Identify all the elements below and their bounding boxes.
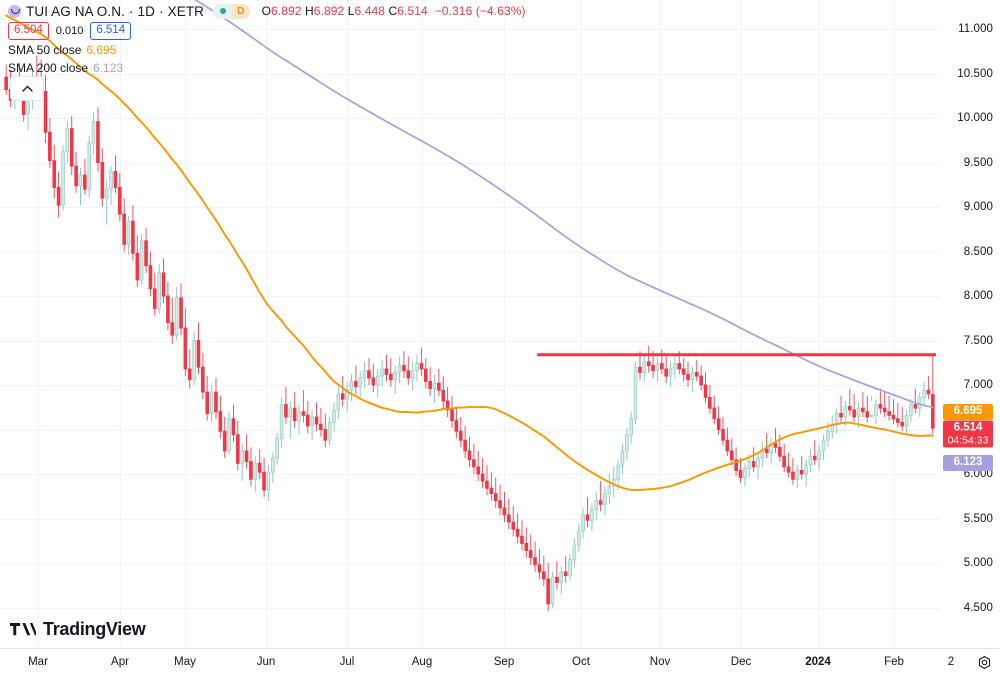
price-tick: 5.500	[963, 512, 993, 525]
market-status-dot-wrap	[213, 3, 233, 19]
ohlc-h-key: H	[305, 4, 314, 18]
price-tick: 11.000	[958, 23, 993, 35]
time-tick-2: 2	[947, 656, 955, 668]
gear-icon[interactable]	[977, 655, 992, 670]
time-tick-aug: Aug	[411, 656, 433, 668]
time-tick-feb: Feb	[884, 656, 904, 668]
price-tick: 10.500	[957, 67, 993, 80]
chart-gridlines	[0, 0, 941, 648]
time-tick-nov: Nov	[649, 656, 671, 668]
sma200-price-tag: 6.123	[943, 455, 993, 472]
sma200-legend[interactable]: SMA 200 close 6.123	[8, 60, 526, 76]
ohlc-o-key: O	[261, 4, 272, 18]
chart-pane[interactable]	[0, 0, 941, 648]
time-tick-dec: Dec	[730, 656, 752, 668]
time-tick-apr: Apr	[111, 656, 129, 668]
time-tick-2024: 2024	[805, 656, 831, 668]
last-price-tag[interactable]: 6.514 04:54:33	[943, 420, 993, 448]
sma50-value: 6.695	[86, 43, 117, 57]
legend-title-row: TUI AG NA O.N. · 1D · XETR D O6.892 H6.8…	[8, 3, 526, 19]
price-tick: 7.500	[963, 334, 993, 347]
sma200-label: SMA 200 close	[8, 61, 89, 75]
time-axis[interactable]: 2 Feb 2024 Dec Nov Oct Sep Aug Jul Jun May Apr Mar	[0, 648, 1000, 677]
ohlc-change-percent: (−4.63%)	[475, 4, 526, 18]
ohlc-c-value: 6.514	[397, 4, 428, 18]
ohlc-c-key: C	[388, 4, 398, 18]
ohlc-values: O6.892 H6.892 L6.448 C6.514 −0.316 (−4.6…	[262, 4, 526, 18]
market-open-dot-icon	[219, 8, 226, 14]
time-tick-sep: Sep	[493, 656, 515, 668]
ohlc-o-value: 6.892	[271, 4, 302, 18]
bid-price[interactable]: 6.504	[8, 21, 49, 40]
price-tick: 8.000	[963, 290, 993, 302]
sma50-legend[interactable]: SMA 50 close 6.695	[8, 42, 526, 58]
price-tick: 9.000	[963, 201, 993, 213]
sma50-label: SMA 50 close	[8, 43, 82, 57]
price-tick: 9.500	[963, 156, 993, 169]
price-tick: 7.000	[963, 379, 993, 391]
watermark-text: TradingView	[43, 619, 146, 639]
bid-ask-row: 6.504 0.010 6.514	[8, 21, 526, 40]
interval-label[interactable]: 1D	[137, 3, 155, 19]
symbol-logo-icon	[8, 4, 21, 18]
price-tick: 8.500	[963, 245, 993, 258]
exchange-label[interactable]: XETR	[167, 3, 205, 19]
collapse-legend-button[interactable]	[10, 76, 44, 101]
time-tick-may: May	[174, 656, 196, 668]
interval-badge-label: D	[232, 3, 250, 19]
symbol-name[interactable]: TUI AG NA O.N.	[26, 3, 125, 19]
ask-price[interactable]: 6.514	[90, 21, 132, 40]
chevron-up-icon	[21, 85, 33, 92]
chart-legend: TUI AG NA O.N. · 1D · XETR D O6.892 H6.8…	[8, 3, 526, 76]
ohlc-change: −0.316	[434, 4, 473, 18]
time-tick-jun: Jun	[256, 656, 276, 668]
sma50-price-tag: 6.695	[943, 404, 993, 421]
legend-sep-2: ·	[159, 3, 164, 19]
time-tick-jul: Jul	[339, 656, 355, 668]
ohlc-l-key: L	[347, 4, 355, 18]
ohlc-l-value: 6.448	[354, 4, 386, 18]
tradingview-watermark: TradingView	[10, 619, 146, 640]
price-tick: 4.500	[963, 601, 993, 614]
spread-value: 0.010	[55, 24, 84, 37]
price-axis[interactable]: 11.000 10.500 10.000 9.500 9.000 8.500 8.000 7.…	[941, 0, 1000, 648]
price-tick: 10.000	[957, 112, 993, 124]
tradingview-logo-icon	[10, 623, 36, 636]
time-tick-oct: Oct	[572, 656, 590, 668]
market-status-badge[interactable]: D	[213, 3, 250, 19]
bar-countdown: 04:54:33	[947, 434, 989, 447]
candlestick-series	[4, 0, 936, 612]
legend-sep-1: ·	[128, 3, 134, 19]
price-tick: 5.000	[963, 557, 993, 569]
ohlc-h-value: 6.892	[313, 4, 345, 18]
sma200-value: 6.123	[93, 61, 124, 75]
time-tick-mar: Mar	[28, 656, 48, 668]
